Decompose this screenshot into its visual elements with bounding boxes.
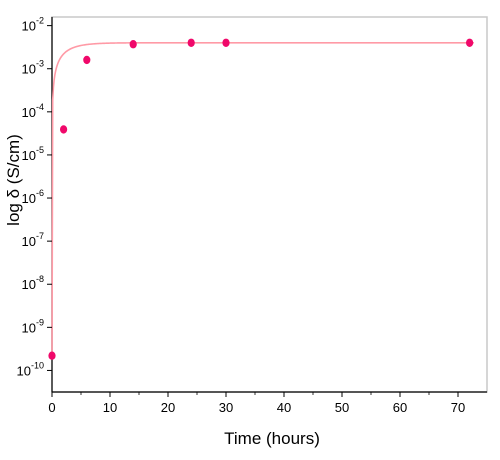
x-tick-label: 50: [335, 400, 349, 415]
data-point: [48, 351, 56, 360]
fit-curve: [51, 41, 474, 356]
y-tick-label: 10-9: [22, 317, 44, 335]
x-axis-title: Time (hours): [224, 429, 320, 448]
data-point: [187, 38, 195, 47]
x-tick-label: 20: [161, 400, 175, 415]
data-point: [222, 38, 230, 47]
y-tick-label: 10-8: [22, 274, 44, 292]
x-tick-label: 30: [219, 400, 233, 415]
plot-frame: [51, 16, 488, 393]
y-tick-label: 10-5: [22, 145, 44, 163]
data-point: [83, 55, 91, 65]
y-tick-label: 10-6: [22, 188, 44, 206]
data-points: [48, 38, 474, 360]
y-tick-label: 10-10: [17, 360, 44, 378]
y-tick-label: 10-7: [22, 231, 44, 249]
y-tick-label: 10-3: [22, 59, 44, 77]
x-tick-label: 0: [48, 400, 55, 415]
y-axis: 10-2 10-3 10-4 10-5 10-6 10-7 10-8 10-9 10-10: [17, 16, 52, 378]
data-point: [466, 38, 474, 47]
data-point: [60, 125, 68, 134]
x-tick-label: 40: [277, 400, 291, 415]
x-tick-label: 10: [103, 400, 117, 415]
fit-curve-layer: [51, 41, 474, 356]
y-tick-label: 10-2: [22, 16, 44, 34]
x-axis: 0 10 20 30 40 50 60 70: [48, 392, 465, 415]
y-axis-title: log δ (S/cm): [4, 134, 23, 226]
x-tick-label: 70: [451, 400, 465, 415]
x-tick-label: 60: [393, 400, 407, 415]
plot-border: [51, 16, 488, 393]
y-tick-label: 10-4: [22, 102, 44, 120]
data-point: [129, 40, 137, 49]
